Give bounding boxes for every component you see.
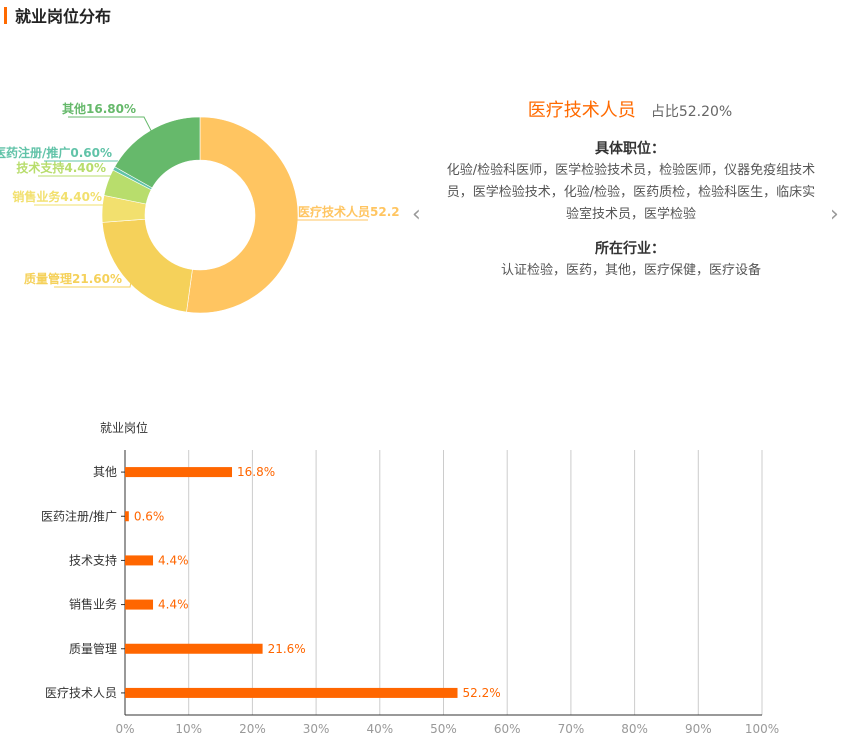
donut-leader-line	[68, 116, 154, 135]
donut-leader-line	[54, 279, 132, 288]
page-title: 就业岗位分布	[15, 7, 112, 26]
header-accent-bar	[4, 6, 7, 24]
donut-leader-line	[38, 175, 115, 184]
donut-chart: 医疗技术人员52.20% 质量管理21.60% 销售业务4.40% 技术支持4.40%…	[0, 101, 400, 314]
donut-slice[interactable]	[114, 116, 201, 189]
donut-slice-label: 质量管理21.60%	[24, 271, 122, 286]
bar-value-label: 0.6%	[134, 509, 165, 523]
donut-slice-label: 医药注册/推广0.60%	[0, 145, 112, 160]
bar-value-label: 52.2%	[463, 686, 501, 700]
bar-chart: 就业岗位 0% 10% 20% 30% 40% 50% 60% 70% 80% 90% 100% 其他 1…	[41, 420, 779, 736]
role-name: 医疗技术人员	[527, 100, 636, 121]
jobs-label: 具体职位：	[595, 141, 665, 157]
jobs-text: 化验/检验科医师，医学检验技术员，检验医师，仪器免疫组技术员，医学检验技术，化验…	[446, 163, 816, 222]
x-tick-label: 80%	[621, 722, 648, 736]
bar-value-label: 16.8%	[237, 465, 275, 479]
donut-slice[interactable]	[186, 116, 299, 314]
bar-chart-title: 就业岗位	[100, 420, 148, 435]
donut-leader-line	[34, 204, 112, 210]
bar-value-label: 4.4%	[158, 598, 189, 612]
role-summary: 医疗技术人员 占比52.20%	[430, 96, 830, 122]
bar-value-label: 4.4%	[158, 553, 189, 567]
bar[interactable]	[125, 643, 263, 654]
donut-slice-label: 医疗技术人员52.20%	[298, 204, 400, 219]
industry-text: 认证检验，医药，其他，医疗保健，医疗设备	[500, 263, 761, 278]
y-tick-label: 质量管理	[69, 641, 117, 656]
y-tick-label: 医药注册/推广	[41, 508, 117, 523]
donut-leader-line	[290, 219, 368, 222]
x-tick-label: 20%	[239, 722, 266, 736]
x-tick-label: 40%	[366, 722, 393, 736]
bar[interactable]	[125, 687, 458, 698]
x-tick-label: 0%	[115, 722, 134, 736]
y-tick-label: 其他	[93, 465, 117, 479]
x-tick-label: 90%	[685, 722, 712, 736]
x-tick-label: 70%	[558, 722, 585, 736]
x-tick-label: 60%	[494, 722, 521, 736]
y-tick-label: 技术支持	[69, 552, 117, 567]
donut-slice-label: 技术支持4.40%	[16, 160, 106, 175]
industry-label: 所在行业：	[595, 241, 665, 257]
bar[interactable]	[125, 599, 154, 610]
bar-value-label: 21.6%	[268, 642, 306, 656]
x-tick-label: 50%	[430, 722, 457, 736]
role-share: 占比52.20%	[650, 104, 733, 120]
x-tick-label: 10%	[175, 722, 202, 736]
y-tick-label: 销售业务	[69, 597, 117, 612]
donut-hole	[146, 161, 254, 269]
bar[interactable]	[125, 511, 129, 522]
x-tick-label: 100%	[745, 722, 779, 736]
y-tick-label: 医疗技术人员	[45, 686, 117, 700]
donut-slice-label: 销售业务4.40%	[12, 189, 102, 204]
chevron-left-icon[interactable]: ‹	[412, 202, 421, 227]
bar[interactable]	[125, 555, 154, 566]
section-header: 就业岗位分布	[4, 5, 112, 26]
donut-slice-label: 其他16.80%	[62, 101, 136, 116]
x-tick-label: 30%	[303, 722, 330, 736]
chevron-right-icon[interactable]: ›	[830, 202, 839, 227]
bar[interactable]	[125, 467, 233, 478]
